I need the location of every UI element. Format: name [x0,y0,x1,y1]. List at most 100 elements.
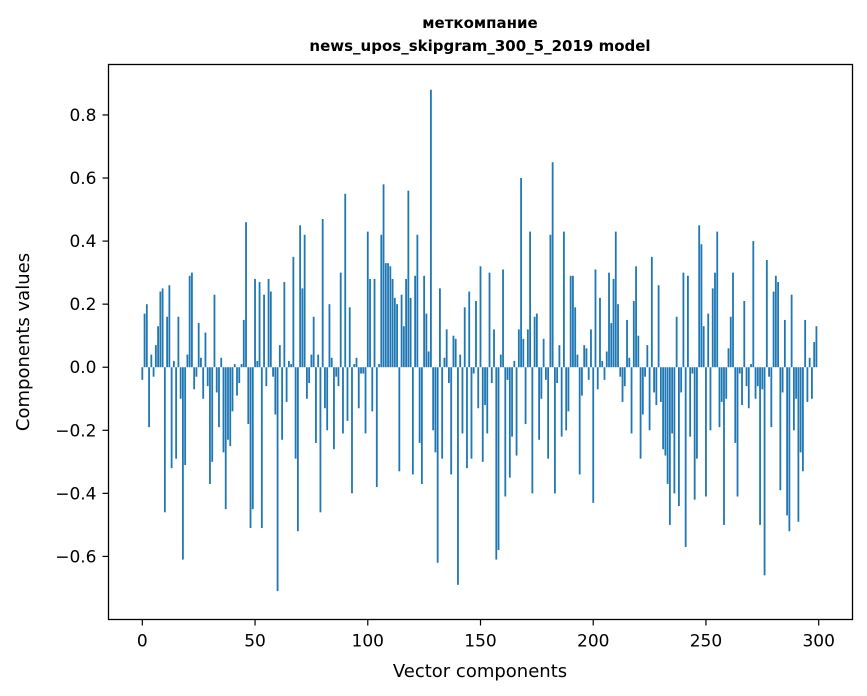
bar [714,272,716,368]
bar [457,367,459,585]
y-tick-label: −0.4 [55,484,96,504]
bar [799,367,802,453]
bar [508,367,511,478]
bar [420,367,423,484]
bar [763,367,766,576]
bar [610,323,613,368]
bar [470,367,473,459]
bar [567,367,570,412]
bar [644,367,646,377]
bar [576,354,579,368]
bar [269,291,272,368]
bar [411,367,414,475]
bar [186,354,189,368]
chart-title-line1: меткомпание [422,14,537,32]
bar [504,367,507,497]
x-tick-label: 50 [244,632,266,652]
bar [693,367,696,500]
bar [759,367,761,525]
bar [172,360,175,368]
bar [450,367,453,475]
bar [621,367,624,402]
bar [655,367,658,406]
bar [409,297,412,368]
bar [299,225,302,368]
bar [637,335,640,368]
bar [369,278,371,368]
bar [497,367,500,551]
bar [495,367,498,560]
bar [251,367,254,510]
bar [556,367,559,383]
bar [281,367,283,440]
x-tick-label: 100 [352,632,384,652]
bar [265,367,268,387]
bar [360,367,362,374]
bar [702,326,705,368]
bar [200,357,202,368]
bar [792,367,795,431]
bar [362,367,365,374]
bar [772,291,775,368]
bar [441,367,444,459]
bar [382,184,385,368]
bar [520,178,522,368]
bar [583,345,586,368]
bar [781,367,784,393]
bar [488,272,491,368]
bar [673,367,676,494]
bar [653,367,655,393]
bar [389,266,392,368]
bar [691,367,694,374]
bar [466,367,468,469]
bar-series [141,89,818,592]
bar [398,367,401,472]
bar [623,367,626,387]
bar [287,360,290,368]
bar [402,326,405,368]
bar [145,304,148,368]
bar [592,367,595,503]
bar [229,367,232,447]
bar [224,367,227,510]
bar [650,256,653,368]
bar [705,367,707,497]
bar [797,367,800,522]
bar [414,275,417,368]
x-tick-label: 200 [577,632,609,652]
bar [770,367,773,428]
bar [202,367,205,399]
bar [585,348,588,368]
bar [290,364,293,368]
bar [752,241,755,368]
bar [231,367,234,412]
bar [765,260,768,368]
bar [619,367,622,377]
bar [380,234,383,368]
bar [170,367,173,469]
bar [364,367,367,434]
bar [689,367,692,437]
bar [605,351,608,368]
bar [639,367,642,459]
bar [148,367,150,428]
bar [238,367,241,383]
x-tick-label: 150 [464,632,496,652]
bar [554,367,556,494]
bar [461,367,464,434]
bar [641,367,644,415]
bar [141,367,144,380]
bar [425,313,428,368]
bar [526,329,529,368]
bar [646,345,649,368]
bar [384,263,387,368]
bar [220,357,223,368]
y-tick-label: 0.4 [69,232,96,252]
bar [788,367,791,532]
bar [502,269,504,368]
bar [339,272,342,368]
bar [563,231,565,368]
bar [371,367,374,412]
y-tick-label: −0.2 [55,421,96,441]
bar [741,367,743,406]
